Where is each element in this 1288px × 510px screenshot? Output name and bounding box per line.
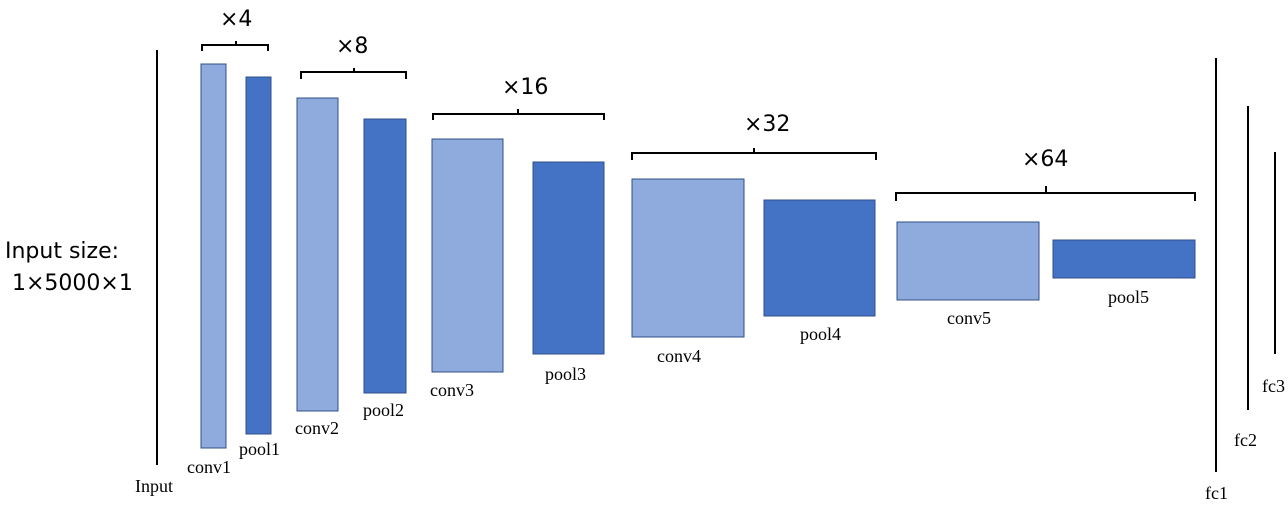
input-size-value: 1×5000×1 [12, 271, 133, 296]
brace-3 [432, 109, 605, 120]
input-label: Input [135, 476, 173, 496]
brace-2 [300, 68, 407, 79]
pool3-label: pool3 [545, 364, 586, 384]
conv3-block [431, 138, 504, 373]
conv3-label: conv3 [430, 380, 474, 400]
pool5-block [1052, 239, 1196, 279]
pool4-block [763, 199, 876, 317]
pool5-label: pool5 [1108, 287, 1149, 307]
pool4-label: pool4 [800, 324, 841, 344]
pool1-block [245, 76, 272, 435]
pool1-label: pool1 [239, 439, 280, 459]
conv1-block [200, 63, 227, 449]
conv2-label: conv2 [295, 418, 339, 438]
conv5-label: conv5 [947, 308, 991, 328]
multiplier-1: ×4 [220, 7, 252, 32]
conv4-label: conv4 [657, 346, 701, 366]
multiplier-3: ×16 [502, 75, 548, 100]
fc1-label: fc1 [1205, 483, 1228, 503]
brace-5 [895, 186, 1196, 201]
input-size-label: Input size: [5, 239, 119, 264]
multiplier-2: ×8 [336, 34, 368, 59]
fc3-label: fc3 [1262, 376, 1285, 396]
conv4-block [631, 178, 745, 338]
brace-4 [631, 148, 877, 160]
conv1-label: conv1 [187, 457, 231, 477]
multiplier-4: ×32 [744, 112, 790, 137]
pool3-block [532, 161, 605, 355]
conv5-block [896, 221, 1040, 301]
fc2-label: fc2 [1234, 430, 1257, 450]
brace-1 [201, 41, 269, 51]
multiplier-5: ×64 [1022, 147, 1068, 172]
conv2-block [296, 97, 339, 412]
pool2-label: pool2 [363, 400, 404, 420]
pool2-block [363, 118, 407, 394]
